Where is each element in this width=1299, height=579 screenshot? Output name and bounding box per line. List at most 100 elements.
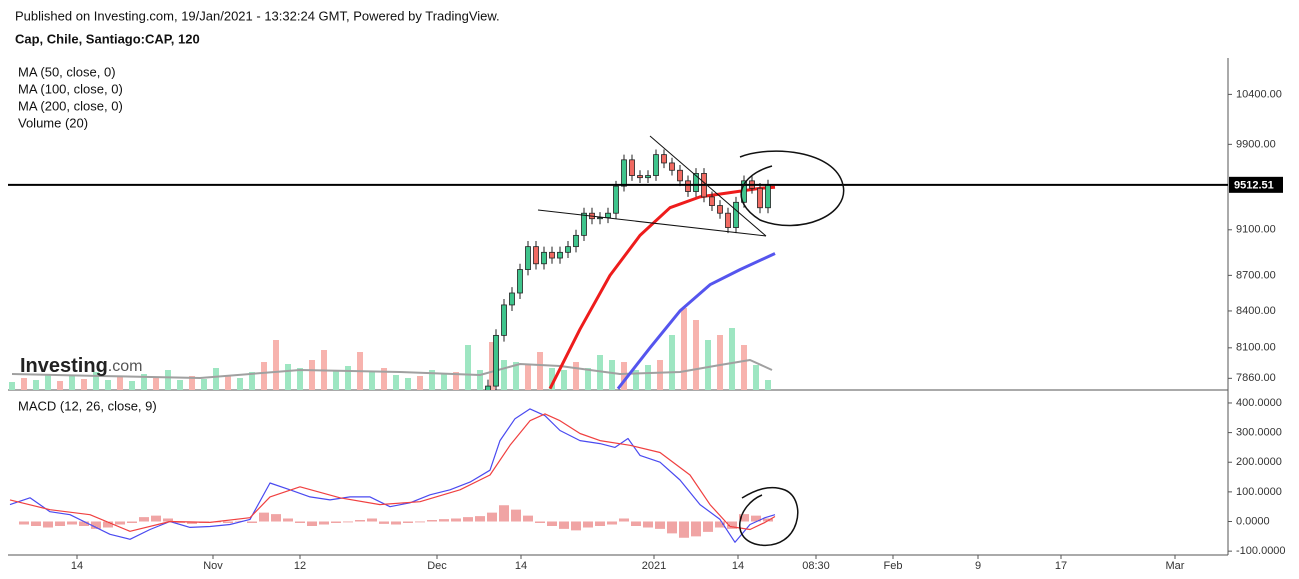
volume-bar: [57, 381, 63, 390]
candle-body: [597, 217, 603, 220]
macd-line: [9, 413, 776, 532]
volume-bar: [309, 360, 315, 390]
x-tick-label: Dec: [427, 560, 447, 572]
volume-bar: [249, 372, 255, 390]
volume-bar: [105, 380, 111, 390]
candle-body: [533, 246, 539, 265]
x-tick-label: 12: [294, 560, 306, 572]
volume-bar: [669, 335, 675, 390]
volume-bar: [729, 328, 735, 390]
volume-bar: [405, 378, 411, 390]
y-tick-label: 9900.00: [1236, 138, 1276, 150]
volume-bar: [525, 365, 531, 390]
y-tick-label: 8700.00: [1236, 269, 1276, 281]
candle-body: [565, 246, 571, 253]
y-tick-label: 200.0000: [1236, 456, 1282, 468]
macd-plot: [9, 408, 776, 543]
volume-bar: [453, 372, 459, 390]
macd-line: [9, 408, 776, 543]
trend-line: [649, 135, 767, 237]
candle-body: [765, 184, 771, 209]
volume-bar: [285, 364, 291, 390]
y-tick-label: 100.0000: [1236, 486, 1282, 498]
candle-body: [709, 196, 715, 206]
macd-title: MACD (12, 26, close, 9): [18, 398, 157, 413]
volume-bar: [165, 370, 171, 390]
candle-body: [725, 212, 731, 228]
volume-bar: [441, 374, 447, 390]
y-tick-label: 7860.00: [1236, 372, 1276, 384]
candle-body: [685, 180, 691, 192]
volume-bar: [213, 368, 219, 390]
legend-entry: MA (100, close, 0): [18, 81, 123, 96]
trend-line: [537, 209, 767, 237]
x-tick-label: 14: [515, 560, 527, 572]
circle-annotation: [739, 486, 799, 546]
volume-bar: [117, 377, 123, 390]
candle-body: [573, 234, 579, 248]
volume-bar: [633, 370, 639, 390]
volume-bar: [429, 370, 435, 390]
volume-bar: [765, 380, 771, 390]
candle-body: [693, 173, 699, 192]
published-note: Published on Investing.com, 19/Jan/2021 …: [15, 8, 500, 23]
volume-bar: [597, 355, 603, 390]
volume-bar: [153, 378, 159, 390]
volume-bar: [45, 375, 51, 390]
volume-bar: [141, 374, 147, 390]
candle-body: [549, 251, 555, 259]
volume-bar: [297, 368, 303, 390]
candle-body: [629, 159, 635, 176]
candle-body: [501, 304, 507, 336]
candle-body: [757, 187, 763, 209]
axes: 10400.00 9900.00 9100.00 8700.00 8400.00 8100…: [8, 64, 1286, 572]
ma-line: [616, 252, 776, 390]
logo-suffix: .com: [108, 358, 143, 375]
volume-bar: [69, 376, 75, 390]
volume-bar: [657, 360, 663, 390]
legend-entry: MA (50, close, 0): [18, 64, 116, 79]
drawings: [537, 135, 845, 546]
candle-body: [669, 162, 675, 171]
volume-bar: [465, 345, 471, 390]
volume-bar: [645, 365, 651, 390]
volume-bar: [573, 362, 579, 390]
x-tick-label: 08:30: [802, 560, 830, 572]
legend-entry: Volume (20): [18, 115, 88, 130]
candle-body: [509, 292, 515, 306]
y-tick-label: 8400.00: [1236, 305, 1276, 317]
candle-body: [621, 159, 627, 187]
candle-body: [541, 251, 547, 265]
x-tick-label: 14: [71, 560, 83, 572]
candle-body: [557, 251, 563, 259]
volume-bar: [345, 366, 351, 390]
candle-body: [525, 246, 531, 270]
y-tick-label: -100.0000: [1236, 545, 1286, 557]
volume-bar: [381, 368, 387, 390]
volume-bar: [81, 379, 87, 390]
candle-body: [605, 212, 611, 219]
logo-word: Investing: [20, 355, 108, 377]
candle-body: [581, 212, 587, 236]
candle-body: [485, 385, 491, 390]
volume-bar: [129, 381, 135, 390]
x-tick-label: 17: [1055, 560, 1067, 572]
candle-body: [733, 201, 739, 228]
volume-bar: [513, 362, 519, 390]
ma-line: [548, 185, 776, 390]
volume-bar: [201, 379, 207, 390]
y-tick-label: 0.0000: [1236, 515, 1270, 527]
volume-bar: [33, 380, 39, 390]
candle-body: [637, 175, 643, 179]
volume-bar: [681, 308, 687, 390]
x-tick-label: 14: [732, 560, 744, 572]
volume-bar: [489, 342, 495, 390]
legend-entry: MA (200, close, 0): [18, 98, 123, 113]
volume-bar: [93, 372, 99, 390]
x-tick-label: Mar: [1166, 560, 1185, 572]
candle-body: [613, 185, 619, 214]
candle-body: [653, 154, 659, 176]
volume-bar: [261, 362, 267, 390]
